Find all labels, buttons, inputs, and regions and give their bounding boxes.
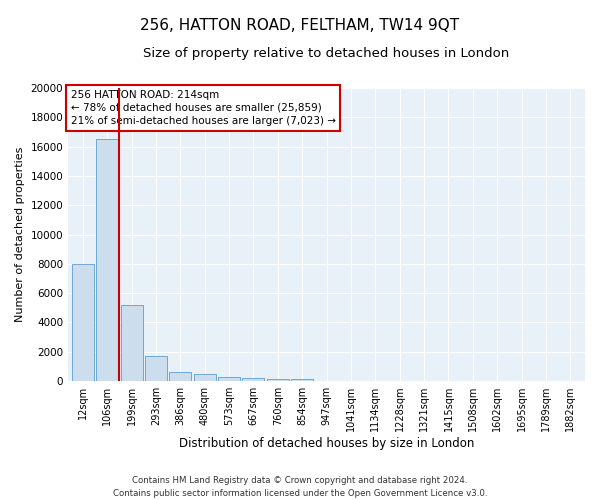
Text: 256, HATTON ROAD, FELTHAM, TW14 9QT: 256, HATTON ROAD, FELTHAM, TW14 9QT: [140, 18, 460, 32]
Bar: [145, 356, 167, 381]
Bar: [169, 372, 191, 381]
Text: Contains HM Land Registry data © Crown copyright and database right 2024.
Contai: Contains HM Land Registry data © Crown c…: [113, 476, 487, 498]
Bar: [72, 264, 94, 381]
Bar: [267, 378, 289, 381]
Bar: [96, 140, 118, 381]
Bar: [242, 378, 265, 381]
Bar: [218, 376, 240, 381]
Title: Size of property relative to detached houses in London: Size of property relative to detached ho…: [143, 48, 510, 60]
X-axis label: Distribution of detached houses by size in London: Distribution of detached houses by size …: [179, 437, 474, 450]
Bar: [291, 380, 313, 381]
Y-axis label: Number of detached properties: Number of detached properties: [15, 147, 25, 322]
Bar: [121, 305, 143, 381]
Text: 256 HATTON ROAD: 214sqm
← 78% of detached houses are smaller (25,859)
21% of sem: 256 HATTON ROAD: 214sqm ← 78% of detache…: [71, 90, 336, 126]
Bar: [194, 374, 215, 381]
